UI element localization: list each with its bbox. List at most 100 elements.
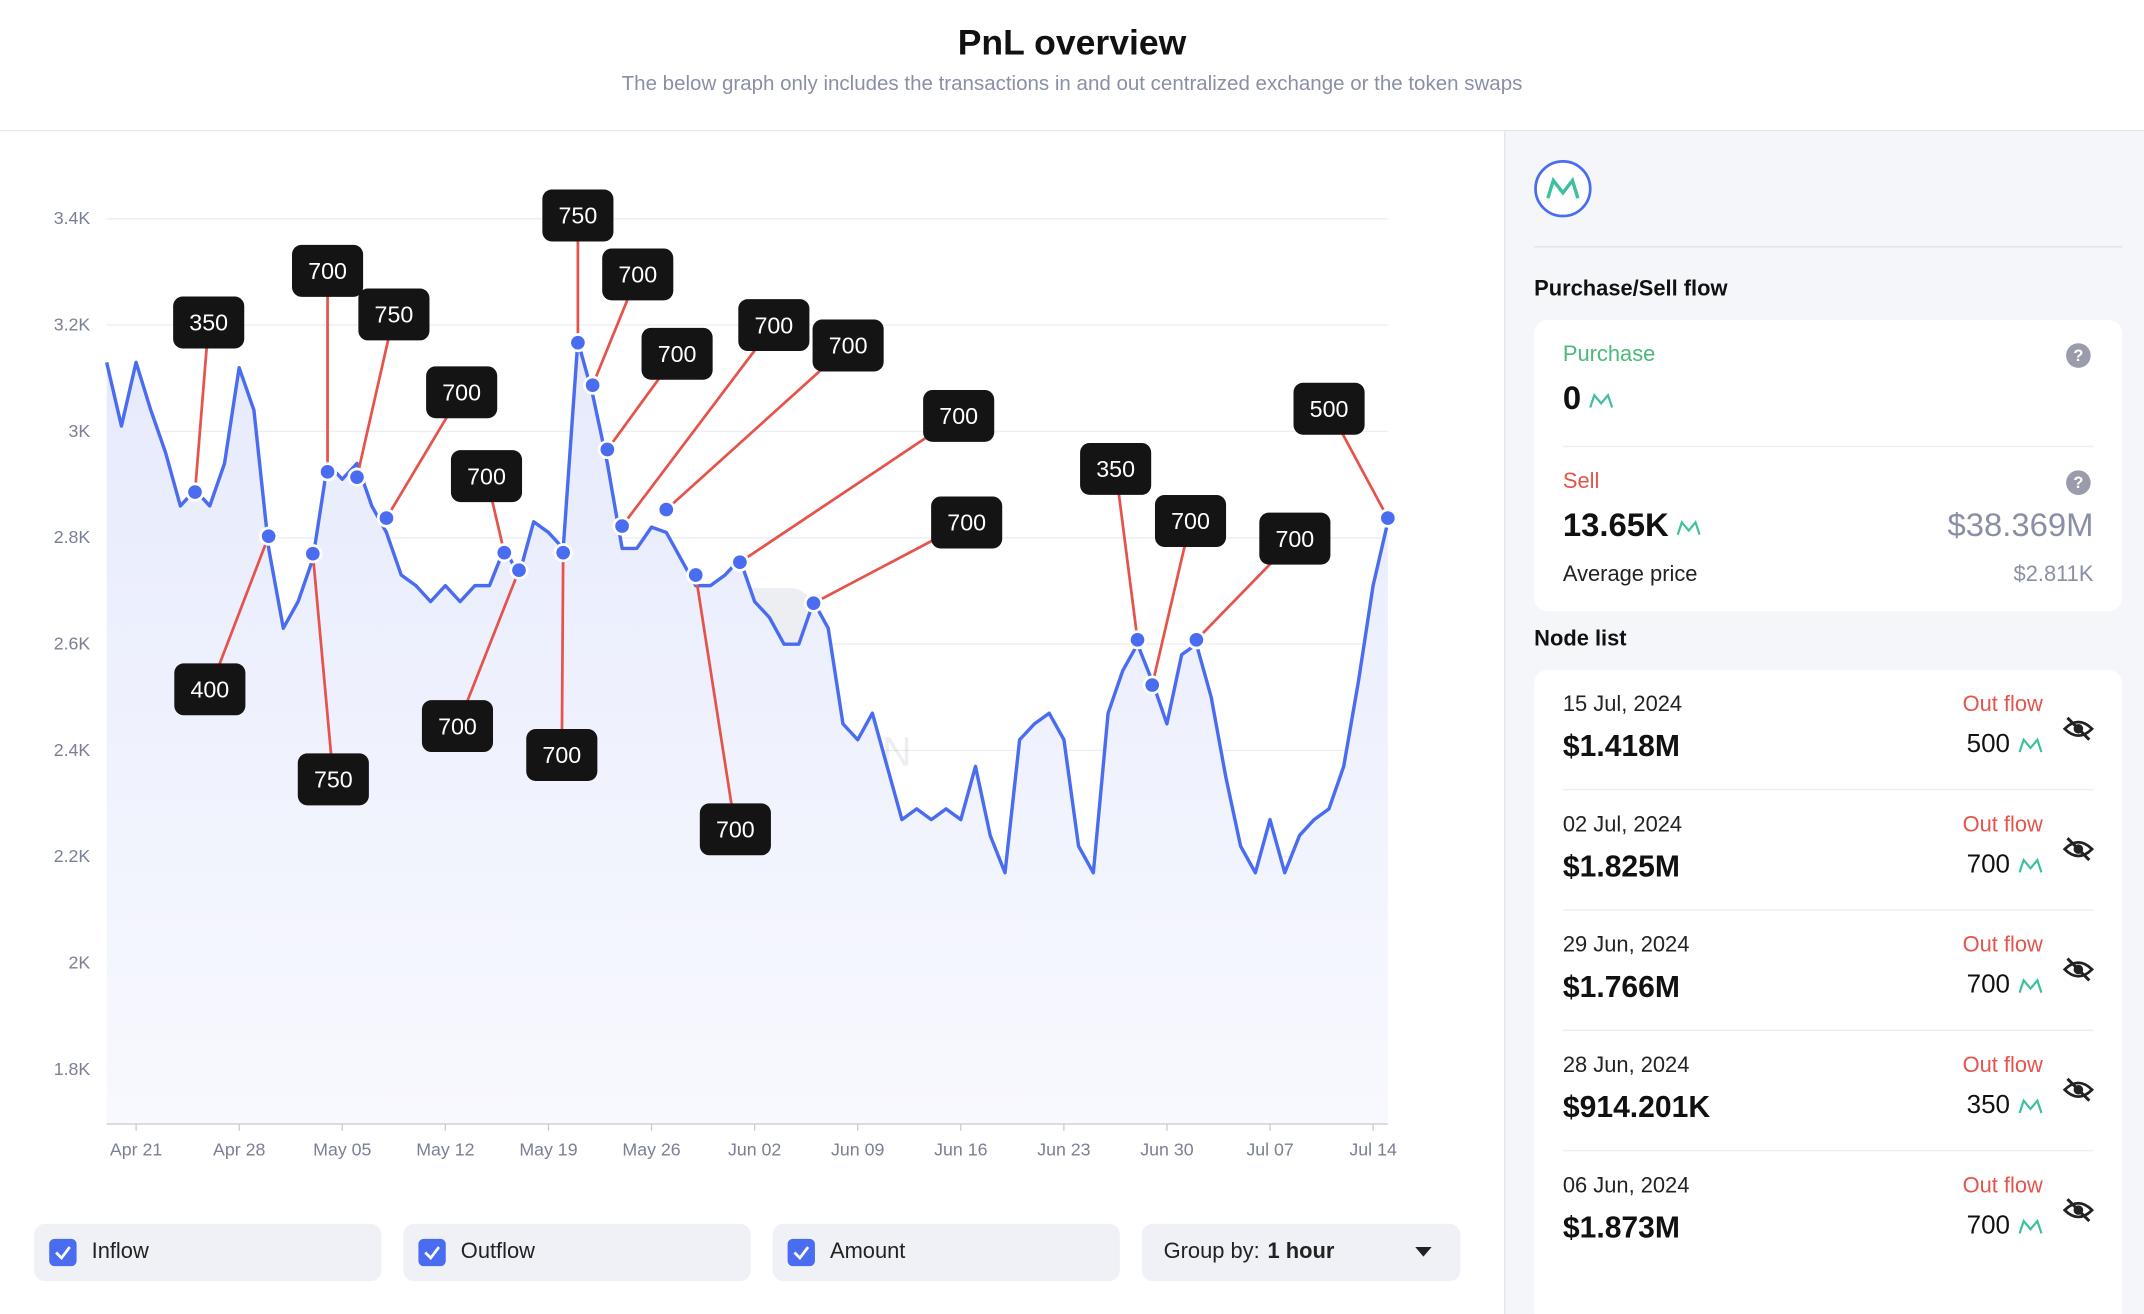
marker-dot [1378, 508, 1398, 528]
x-tick-label: Jun 30 [1140, 1139, 1193, 1159]
marker-label: 700 [442, 380, 481, 406]
marker-badge [526, 729, 598, 782]
marker-badge [1154, 494, 1227, 547]
marker-badge [738, 299, 810, 352]
node-amount: 500 [1967, 730, 2043, 760]
group-value: 1 hour [1267, 1240, 1335, 1264]
marker-badge [358, 288, 430, 341]
marker-dot [612, 516, 632, 536]
help-icon[interactable]: ? [2066, 343, 2091, 368]
node-flow: Out flow [1962, 693, 2043, 717]
help-icon[interactable]: ? [2066, 470, 2091, 495]
marker-connector [620, 324, 775, 527]
sell-label: Sell [1562, 470, 1600, 494]
x-tick-label: May 19 [519, 1139, 577, 1159]
node-row: 28 Jun, 2024 $914.201K Out flow 350 [1534, 1031, 2122, 1152]
page-title: PnL overview [957, 21, 1187, 63]
node-amount-value: 700 [1966, 970, 2011, 1000]
marker-dot [656, 500, 676, 520]
node-usd: $1.766M [1562, 969, 1680, 1004]
y-tick-label: 2.2K [54, 846, 91, 866]
marker-label: 750 [559, 203, 598, 229]
marker-dot [185, 482, 205, 502]
hide-toggle[interactable] [2062, 1076, 2095, 1103]
checkbox[interactable] [418, 1238, 446, 1267]
marker-dot [686, 565, 706, 585]
marker-label: 700 [618, 262, 657, 288]
toggle[interactable]: Outflow [403, 1223, 751, 1282]
marker-connector [1114, 468, 1139, 641]
node-usd: $1.873M [1562, 1210, 1680, 1245]
toggle[interactable]: Inflow [34, 1223, 382, 1282]
marker-label: 700 [308, 258, 347, 284]
avg-label: Average price [1562, 563, 1698, 587]
node-amount-value: 500 [1966, 730, 2011, 759]
checkbox[interactable] [49, 1238, 77, 1267]
toggle[interactable]: Amount [772, 1223, 1120, 1282]
purchase-amount: 0 [1562, 380, 1582, 418]
x-tick-label: Jun 02 [728, 1139, 781, 1159]
marker-label: 700 [716, 817, 755, 843]
node-flow: Out flow [1962, 933, 2043, 958]
eye-off-icon [2062, 1198, 2094, 1223]
check-mark [793, 1246, 810, 1261]
x-tick-label: Jul 14 [1349, 1139, 1397, 1159]
marker-label: 700 [939, 403, 978, 429]
group-by-dropdown[interactable]: Group by: 1 hour [1141, 1223, 1461, 1282]
marker-dot [259, 526, 279, 546]
marker-dot [376, 508, 397, 528]
hide-toggle[interactable] [2062, 1196, 2095, 1223]
hide-toggle[interactable] [2062, 835, 2095, 862]
checkbox[interactable] [787, 1238, 815, 1267]
marker-label: 700 [658, 341, 697, 367]
sell-value: 13.65K [1563, 507, 1702, 545]
marker-badge [542, 189, 614, 242]
hide-toggle[interactable] [2062, 956, 2095, 983]
dropdown-caret [1415, 1247, 1432, 1257]
marker-connector [311, 553, 335, 780]
node-flow: Out flow [1962, 813, 2043, 837]
purchase-value: 0 [1563, 380, 1614, 418]
x-tick-label: Jul 07 [1246, 1139, 1293, 1159]
eye-off-icon [2062, 957, 2094, 982]
marker-dot [509, 560, 529, 580]
y-tick-label: 2.8K [54, 527, 91, 547]
marker-connector [193, 322, 211, 493]
check-mark [424, 1246, 441, 1261]
x-tick-label: Jun 23 [1037, 1139, 1090, 1159]
y-tick-label: 3.2K [54, 315, 91, 335]
flow-card: Purchase ? 0 Sell ? 13.65K $38.369M Aver… [1534, 319, 2123, 612]
section-title: Purchase/Sell flow [1534, 277, 1728, 301]
x-tick-label: Apr 28 [213, 1139, 265, 1159]
y-tick-label: 1.8K [54, 1059, 91, 1079]
hide-toggle[interactable] [2062, 715, 2095, 742]
toggle-label: Amount [829, 1240, 906, 1264]
marker-connector [665, 344, 850, 511]
marker-badge [450, 450, 523, 503]
marker-badge [699, 803, 771, 856]
marker-label: 700 [829, 333, 868, 359]
page-subtitle: The below graph only includes the transa… [621, 72, 1523, 96]
divider [1562, 788, 2094, 791]
node-list: 15 Jul, 2024 $1.418M Out flow 500 02 Jul, 20… [1534, 670, 2123, 1314]
x-tick-label: Jun 09 [831, 1139, 884, 1159]
node-amount: 350 [1967, 1091, 2043, 1121]
node-row: 06 Jun, 2024 $1.873M Out flow 700 [1534, 1151, 2122, 1271]
node-row: 15 Jul, 2024 $1.418M Out flow 500 [1534, 670, 2122, 791]
divider [1562, 1029, 2094, 1031]
y-tick-label: 2K [69, 953, 91, 973]
marker-dot [347, 467, 367, 487]
chart: 1.8K2K2.2K2.4K2.6K2.8K3K3.2K3.4KSPOTONCH… [54, 189, 1398, 1159]
eye-off-icon [2062, 837, 2094, 862]
marker-badge [931, 496, 1003, 549]
marker-badge [602, 248, 674, 301]
marker-dot [803, 593, 824, 613]
divider [0, 129, 2144, 132]
marker-badge [812, 319, 884, 372]
marker-badge [1293, 382, 1365, 435]
x-tick-label: Jun 16 [934, 1139, 987, 1159]
node-amount-value: 700 [1966, 1211, 2011, 1241]
node-row: 29 Jun, 2024 $1.766M Out flow 700 [1534, 911, 2122, 1031]
node-row: 02 Jul, 2024 $1.825M Out flow 700 [1534, 790, 2122, 911]
